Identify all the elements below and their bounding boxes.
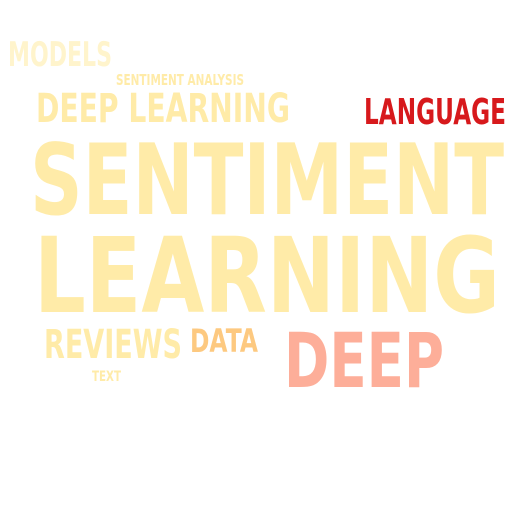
word-reviews: REVIEWS [44,322,182,368]
word-sentiment-analysis: SENTIMENT ANALYSIS [116,71,244,89]
word-text: TEXT [92,369,121,385]
word-deep-learning: DEEP LEARNING [36,86,290,132]
word-language: LANGUAGE [364,92,506,133]
word-sentiment: SENTIMENT [30,124,504,238]
word-data: DATA [190,322,258,360]
word-learning: LEARNING [34,215,500,337]
word-deep: DEEP [284,316,444,405]
word-models: MODELS [8,35,112,75]
